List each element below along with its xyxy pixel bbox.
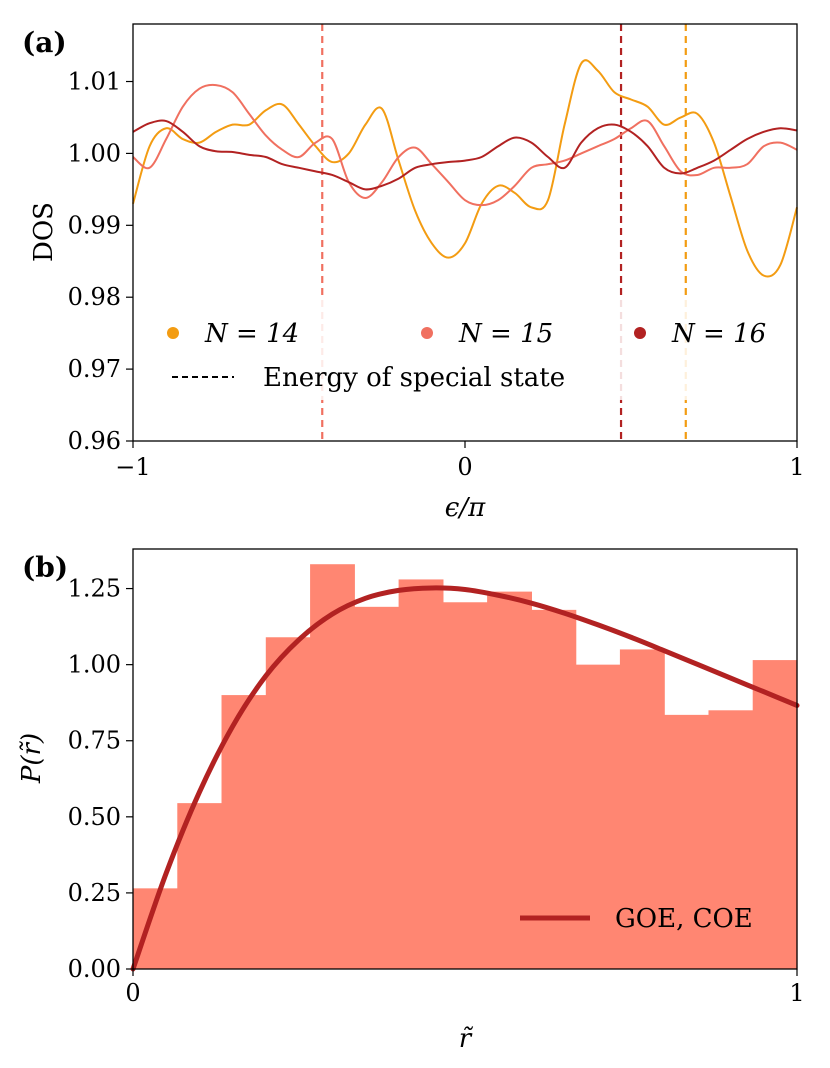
y-tick-label: 0.00 (68, 955, 121, 983)
histogram-bar (221, 695, 267, 969)
histogram-bar (531, 609, 577, 969)
panel-b: (b) 0 10.000.250.500.751.001.25 r̃ P(r̃) … (17, 548, 805, 1054)
histogram-bar (708, 710, 754, 969)
panel-a-xlabel: ϵ/π (445, 493, 486, 523)
legend-background (140, 296, 790, 400)
legend-label-n15: N = 15 (458, 319, 553, 349)
dos-series-line-2 (132, 83, 798, 207)
legend-marker-n16 (634, 327, 646, 339)
dos-series-line-3 (132, 119, 798, 191)
panel-a-ylabel: DOS (29, 202, 59, 262)
histogram-bar (398, 579, 444, 969)
panel-a-ticks: −1 0 1 0.96 0.97 0.98 0.99 1.00 1.01 (68, 68, 805, 481)
panel-b-plot-area (130, 564, 800, 972)
legend-label-n14: N = 14 (204, 319, 299, 349)
y-tick-label: 1.25 (68, 575, 121, 603)
histogram-bar (752, 660, 798, 969)
legend-marker-n14 (167, 327, 179, 339)
histogram-bar (354, 606, 400, 969)
histogram-bar (487, 591, 532, 969)
y-tick-label: 0.96 (68, 427, 121, 455)
legend-label-n16: N = 16 (671, 319, 766, 349)
goe-curve (130, 585, 800, 972)
legend-marker-n15 (421, 327, 433, 339)
panel-a: (a) −1 0 1 0.96 0.97 0.98 0.99 1.00 1.01 ϵ/π DOS… (22, 23, 805, 523)
x-tick-label: 1 (789, 453, 804, 481)
legend-label-goe: GOE, COE (615, 904, 753, 934)
histogram-bar (619, 649, 665, 969)
x-tick-label: 0 (457, 453, 472, 481)
y-tick-label: 0.99 (68, 211, 121, 239)
panel-b-ticks: 0 1 0.00 0.25 0.50 0.75 1.00 1.25 (68, 575, 805, 1007)
y-tick-label: 0.97 (68, 355, 121, 383)
histogram-bar (575, 664, 621, 969)
dos-series-line-1 (132, 59, 798, 278)
y-tick-label: 0.25 (68, 879, 121, 907)
panel-a-plot-area (132, 24, 798, 441)
y-tick-label: 0.75 (68, 727, 121, 755)
histogram-bar (664, 714, 710, 969)
panel-b-xlabel: r̃ (459, 1024, 474, 1054)
x-tick-label: 1 (789, 979, 804, 1007)
x-tick-label: −1 (115, 453, 150, 481)
panel-b-label: (b) (22, 551, 68, 584)
panel-a-legend: N = 14 N = 15 N = 16 Energy of special s… (140, 296, 790, 400)
panel-b-frame (132, 548, 798, 970)
y-tick-label: 0.50 (68, 803, 121, 831)
y-tick-label: 1.00 (68, 139, 121, 167)
histogram-bar (442, 602, 488, 969)
panel-b-legend: GOE, COE (520, 904, 753, 934)
panel-b-ylabel: P(r̃) (17, 733, 47, 784)
x-tick-label: 0 (125, 979, 140, 1007)
histogram-bar (265, 637, 311, 969)
y-tick-label: 1.01 (68, 68, 121, 96)
y-tick-label: 1.00 (68, 651, 121, 679)
y-tick-label: 0.98 (68, 283, 121, 311)
legend-label-special: Energy of special state (263, 363, 565, 393)
panel-a-label: (a) (22, 26, 67, 59)
histogram-bar (310, 564, 355, 969)
